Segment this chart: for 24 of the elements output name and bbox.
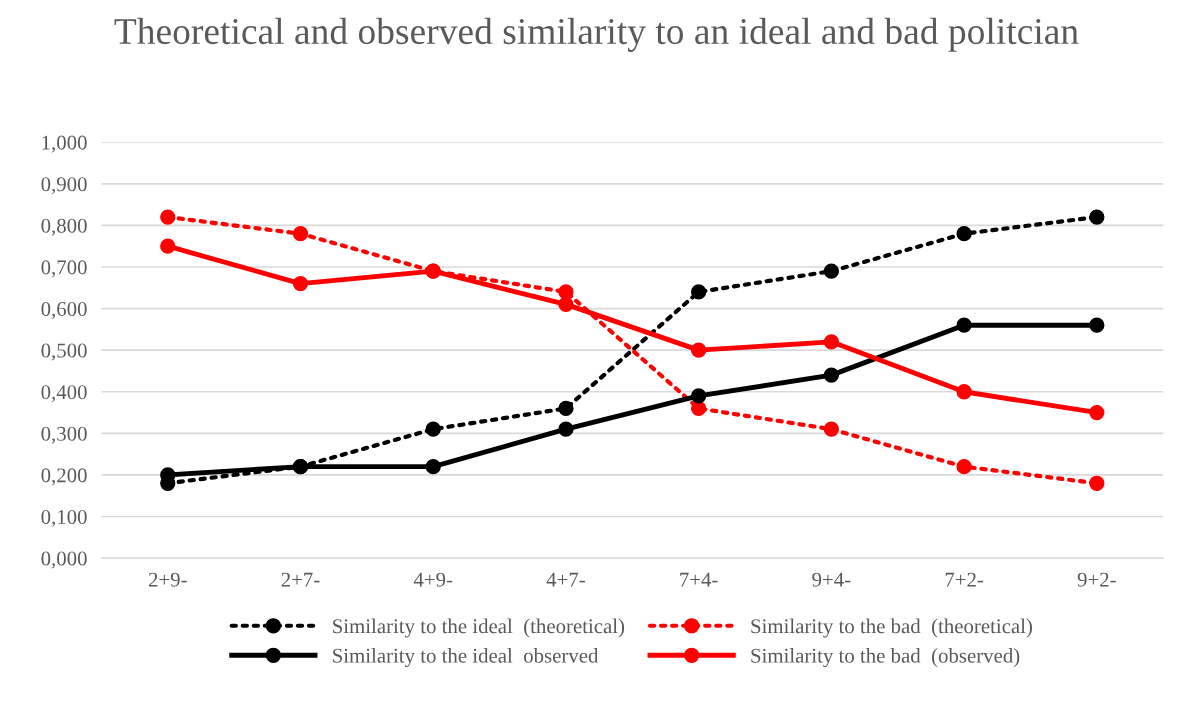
y-tick-label: 1,000: [42, 135, 87, 153]
x-tick-label: 9+2-: [1077, 572, 1116, 587]
y-tick-label: 0,800: [41, 218, 87, 236]
y-tick-label: 0,600: [41, 301, 87, 320]
x-tick-label: 4+9-: [413, 572, 453, 587]
y-tick-label: 0,400: [41, 385, 87, 403]
x-tick-label: 7+2-: [945, 572, 984, 587]
legend-label: Similarity to the bad (observed): [751, 648, 1020, 668]
y-tick-label: 0,500: [41, 343, 87, 361]
y-tick-label: 0,000: [41, 551, 87, 569]
y-tick-label: 0,100: [41, 509, 87, 527]
x-tick-label: 7+4-: [680, 572, 718, 587]
legend-label: Similarity to the ideal observed: [333, 648, 599, 668]
y-tick-label: 0,900: [41, 177, 87, 195]
y-tick-label: 0,300: [41, 426, 87, 444]
legend-label: Similarity to the bad (theoretical): [751, 618, 1032, 638]
y-tick-label: 0,200: [41, 468, 87, 486]
x-tick-label: 2+7-: [281, 572, 320, 587]
legend-label: Similarity to the ideal (theoretical): [333, 618, 625, 638]
x-tick-label: 2+9-: [148, 572, 187, 587]
x-tick-label: 9+4-: [812, 572, 851, 587]
y-tick-label: 0,700: [41, 260, 87, 278]
chart-title: Theoretical and observed similarity to an ideal and bad politcian: [114, 17, 1079, 52]
x-tick-label: 4+7-: [546, 572, 585, 587]
